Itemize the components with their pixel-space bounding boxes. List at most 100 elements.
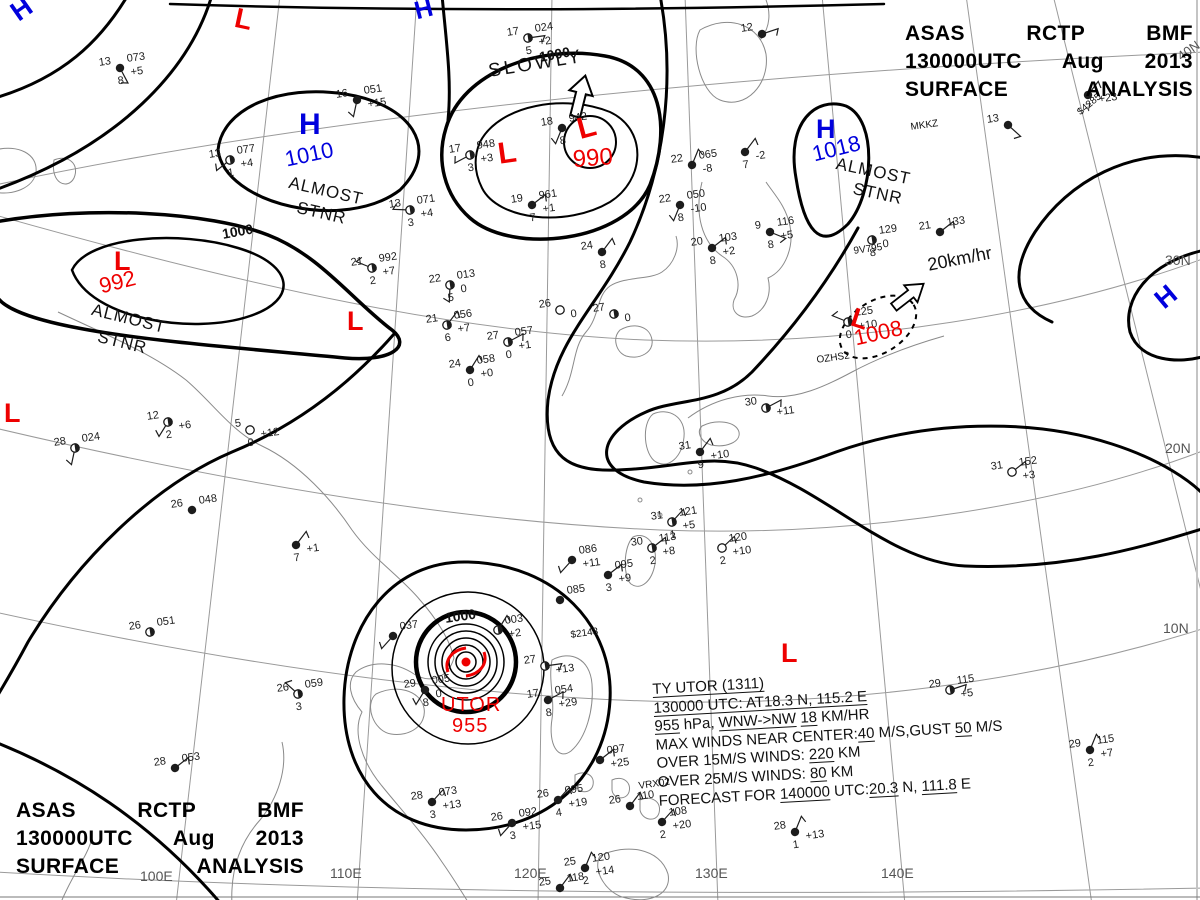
station-temperature: 26	[490, 810, 504, 824]
station-change: +1	[518, 339, 532, 353]
station-circle-overcast	[465, 365, 475, 375]
station-plot: 129 08	[867, 222, 898, 260]
station-pressure: 024	[81, 430, 101, 444]
meridian-140e	[821, 0, 906, 900]
wind-barb	[584, 851, 597, 869]
station-change: +20	[672, 818, 692, 832]
station-temperature: 27	[486, 329, 500, 343]
station-low-value: 8	[869, 247, 877, 260]
station-plot: 28 +13 1	[773, 815, 825, 851]
station-circle-overcast	[553, 795, 563, 805]
station-change: +5	[960, 687, 974, 701]
title-line-2: 130000UTC Aug 2013	[16, 827, 304, 850]
station-temperature: 22	[428, 272, 442, 286]
station-plot: 16 051+15	[335, 82, 387, 118]
motion-arrow-slowly	[567, 73, 595, 119]
station-low-value: 7	[293, 552, 301, 565]
station-pressure: 086	[578, 542, 598, 556]
station-temperature: 21	[350, 255, 364, 269]
station-pressure: 118	[566, 871, 585, 885]
station-temperature: 21	[425, 312, 439, 326]
station-temperature: 20	[690, 235, 704, 249]
station-temperature: 5	[234, 417, 242, 430]
station-change: 0	[570, 308, 578, 321]
station-low-value: 8	[545, 707, 553, 720]
station-circle-overcast	[740, 147, 750, 157]
station-plot: 22 013 05	[428, 267, 476, 304]
station-circle-overcast	[790, 827, 800, 837]
wind-barb	[721, 535, 737, 549]
station-low-value: 0	[505, 349, 513, 362]
station-circle-overcast	[543, 695, 553, 705]
wind-barb	[607, 563, 623, 576]
typhoon-info-segment: KM	[826, 762, 854, 782]
station-pressure: 037	[399, 618, 419, 632]
station-temperature: 29	[1068, 737, 1082, 751]
wind-barb	[1011, 460, 1027, 473]
coastlines	[0, 0, 945, 900]
station-circle-overcast	[1003, 120, 1013, 130]
station-plot: 037	[378, 618, 419, 650]
station-circle-overcast	[580, 863, 590, 873]
isobar-bottomleft-curve	[0, 742, 220, 900]
station-plot: 086+11	[557, 542, 601, 574]
station-plot: +1 7	[291, 530, 320, 565]
isobar-long-meridional	[545, 0, 1200, 568]
station-temperature: 29	[928, 677, 942, 691]
typhoon-info-segment: KM	[833, 743, 862, 763]
station-temperature: 26	[128, 619, 142, 633]
station-circle-overcast	[595, 755, 605, 765]
station-plot: 5 +12 0	[234, 417, 280, 449]
coast-shandong	[615, 325, 653, 358]
station-circle-overcast	[420, 685, 430, 695]
station-temperature: 17	[448, 142, 462, 156]
station-circle-overcast	[427, 797, 437, 807]
station-change: +5	[130, 65, 144, 79]
station-plot: 29 115+5	[928, 673, 975, 701]
station-pressure: 051	[156, 614, 176, 628]
meridian-120e	[537, 0, 553, 900]
station-temperature: 17	[526, 687, 540, 701]
station-low-value: 2	[659, 829, 667, 842]
wind-barb	[497, 822, 513, 837]
station-change: +0	[480, 367, 494, 381]
station-temperature: 31	[650, 509, 664, 523]
station-plot: 31 +10 9	[678, 437, 730, 471]
parallel-5n	[0, 871, 1200, 893]
coast-mindanao	[597, 848, 669, 900]
station-circle-half-fill	[613, 309, 619, 319]
station-temperature: 30	[630, 535, 644, 549]
station-circle-half-fill	[765, 403, 771, 413]
station-plot: 29 115+7 2	[1068, 733, 1115, 770]
station-low-value: 8	[422, 697, 430, 710]
station-plot: 17 054+29 8	[526, 682, 578, 720]
isobar-top-edge	[168, 2, 886, 11]
station-circle-overcast	[687, 160, 697, 170]
station-change: +2	[508, 627, 522, 641]
wind-barb	[831, 310, 849, 323]
station-change: -10	[690, 201, 707, 215]
station-change: +2	[538, 35, 552, 49]
typhoon-info-segment: 50	[954, 719, 973, 737]
wind-barb	[691, 148, 704, 166]
wind-barb	[527, 34, 546, 43]
station-circle-overcast	[555, 883, 565, 893]
parallel-40n	[0, 51, 1200, 185]
station-plot: 13 073+5 8	[98, 50, 146, 87]
station-temperature: 28	[53, 435, 67, 449]
station-circle-overcast	[603, 570, 613, 580]
station-circle-overcast	[115, 63, 125, 73]
isobar-topleft-2	[0, 0, 212, 190]
wind-barb	[761, 27, 779, 36]
station-low-value: 6	[444, 332, 452, 345]
station-plot: 097+25	[595, 742, 630, 770]
station-low-value: 1	[669, 529, 677, 542]
isobar-low-992-inner	[70, 236, 285, 326]
title-line-1: ASAS RCTP BMF	[16, 799, 304, 822]
isobar-typhoon-r24	[441, 637, 491, 687]
wind-barb	[507, 333, 524, 343]
station-low-value: 8	[709, 255, 717, 268]
wind-barb	[454, 154, 471, 164]
station-circle-half-fill	[469, 150, 475, 160]
